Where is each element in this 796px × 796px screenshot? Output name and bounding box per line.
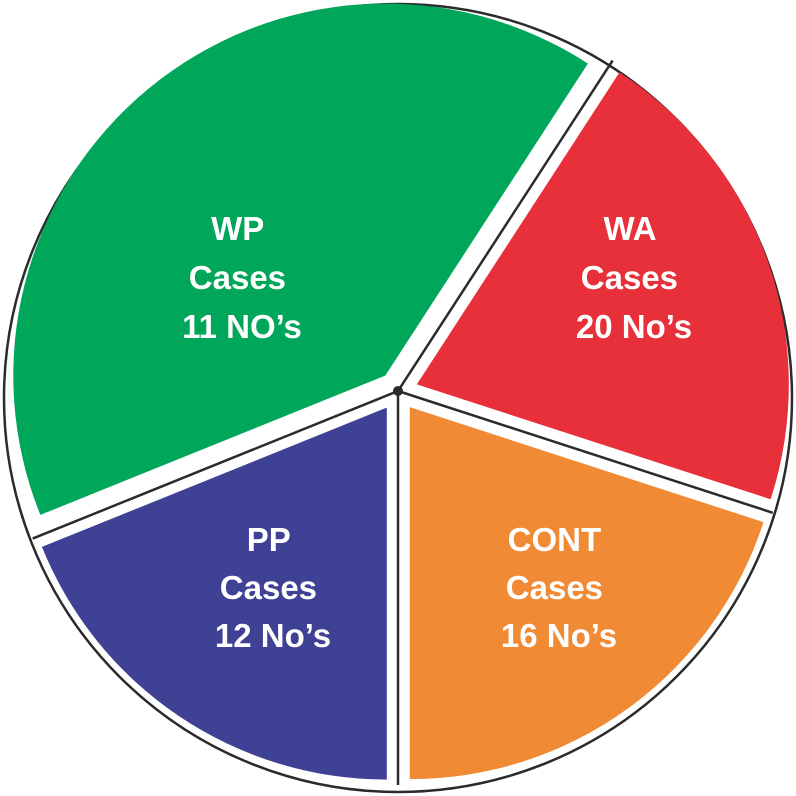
slice-pp-label-line3: 12 No’s xyxy=(215,617,331,654)
slice-cont-wedge xyxy=(409,407,764,780)
slice-cont-label-line3: 16 No’s xyxy=(501,617,617,654)
separator-line-3 xyxy=(397,389,774,514)
slice-wa-wedge xyxy=(416,72,789,500)
slice-cont-label: CONT Cases 16 No’s xyxy=(501,521,617,654)
slice-wa-label: WA Cases 20 No’s xyxy=(576,210,692,345)
slice-pp-wedge xyxy=(41,407,387,780)
separator-line-2 xyxy=(396,59,614,392)
slice-pp: PP Cases 12 No’s xyxy=(41,407,387,780)
slice-wa-label-line3: 20 No’s xyxy=(576,308,692,345)
slice-wp-wedge xyxy=(13,3,588,515)
slice-pp-label-line2: Cases xyxy=(220,569,317,606)
slice-wa: WA Cases 20 No’s xyxy=(416,72,789,500)
slice-wp-label: WP Cases 11 NO’s xyxy=(182,210,302,345)
slice-cont-label-line2: Cases xyxy=(506,569,603,606)
slice-separators xyxy=(32,59,774,785)
slice-wa-label-line2: Cases xyxy=(581,259,678,296)
slice-cont: CONT Cases 16 No’s xyxy=(409,407,764,780)
slice-pp-label-line1: PP xyxy=(247,521,290,558)
slice-wp-label-line1: WP xyxy=(211,210,264,247)
slice-pp-label: PP Cases 12 No’s xyxy=(215,521,331,654)
slice-wp-label-line2: Cases xyxy=(189,259,286,296)
slice-wp: WP Cases 11 NO’s xyxy=(13,3,588,515)
slice-wp-label-line3: 11 NO’s xyxy=(182,308,302,345)
center-dot xyxy=(393,386,403,396)
slice-wa-label-line1: WA xyxy=(603,210,655,247)
slice-cont-label-line1: CONT xyxy=(508,521,602,558)
separator-line-1 xyxy=(32,389,399,540)
